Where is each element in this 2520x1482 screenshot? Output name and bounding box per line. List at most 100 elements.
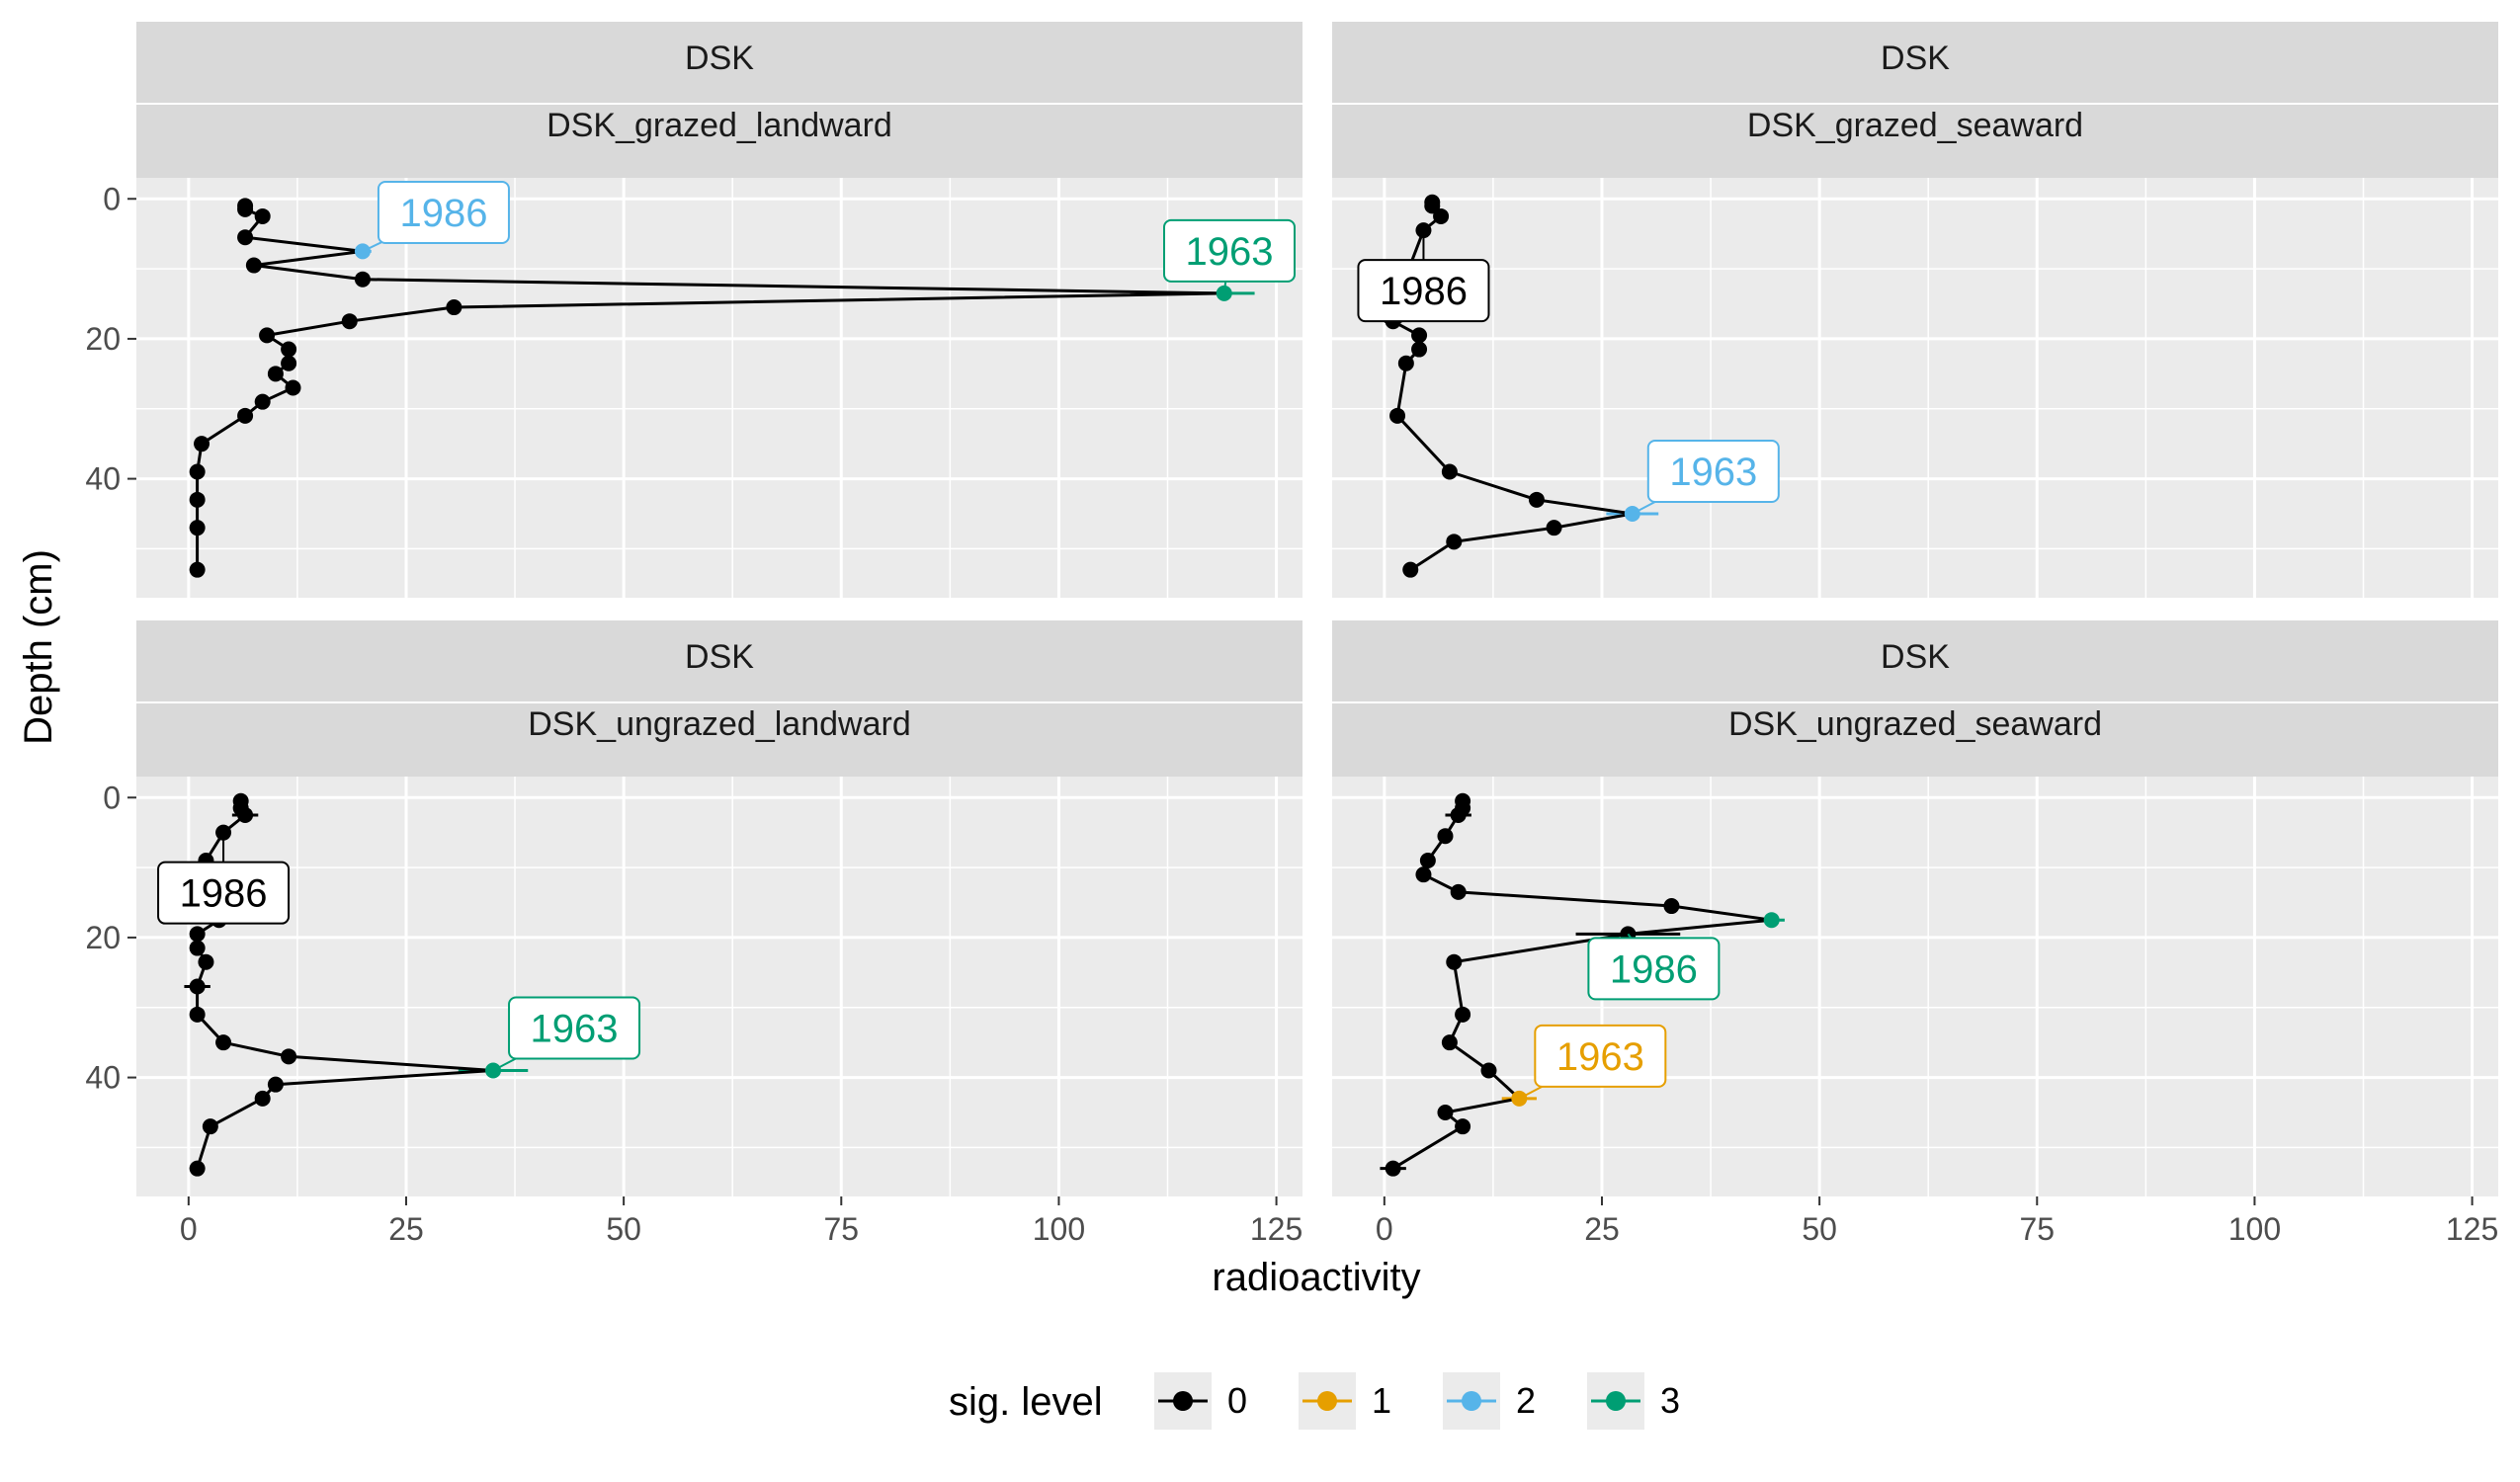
data-point	[254, 393, 271, 410]
panel-background	[136, 777, 1302, 1196]
legend-key-2: 2	[1443, 1372, 1536, 1430]
x-tick-label: 25	[388, 1211, 424, 1247]
data-point	[198, 953, 214, 970]
year-label-text: 1963	[1556, 1035, 1644, 1079]
y-tick-label: 20	[85, 920, 121, 955]
data-point	[267, 1076, 284, 1093]
x-axis-title: radioactivity	[1212, 1256, 1420, 1299]
data-point	[281, 355, 297, 371]
data-point	[1411, 341, 1428, 358]
strip-label-top: DSK	[1881, 40, 1950, 77]
y-tick-label: 0	[103, 780, 121, 815]
data-point	[1402, 561, 1419, 578]
profile-line	[196, 206, 1226, 570]
data-point	[189, 926, 206, 943]
year-label-text: 1986	[1380, 270, 1468, 313]
data-point	[189, 491, 206, 508]
panel-background	[136, 178, 1302, 598]
legend-key-1: 1	[1299, 1372, 1391, 1430]
data-point	[1455, 1118, 1471, 1135]
data-point	[189, 463, 206, 480]
data-point	[1450, 883, 1467, 900]
year-label-box	[1587, 937, 1721, 1001]
data-point	[1397, 355, 1414, 371]
data-point	[1437, 1105, 1454, 1120]
strip-label-top: DSK	[685, 638, 754, 676]
year-label-box	[508, 996, 641, 1060]
strip-background	[136, 620, 1302, 777]
data-point	[1441, 1034, 1458, 1051]
year-label-text: 1986	[180, 872, 268, 916]
x-tick-label: 50	[1802, 1211, 1837, 1247]
data-point	[1446, 953, 1463, 970]
year-label-text: 1963	[1186, 230, 1274, 274]
data-point	[237, 229, 254, 246]
data-point	[189, 561, 206, 578]
strip-label-bottom: DSK_grazed_landward	[546, 107, 892, 144]
x-tick-label: 125	[1250, 1211, 1302, 1247]
x-tick-label: 75	[2019, 1211, 2055, 1247]
legend: sig. level 0 1 2 3	[949, 1372, 1680, 1430]
legend-key-label: 3	[1660, 1380, 1680, 1421]
y-tick-label: 0	[103, 181, 121, 216]
year-label-box	[377, 181, 510, 244]
strip-label-bottom: DSK_ungrazed_landward	[528, 705, 910, 743]
data-point	[189, 1006, 206, 1023]
data-point	[189, 940, 206, 956]
data-point	[245, 257, 262, 274]
strip-label-bottom: DSK_grazed_seaward	[1747, 107, 2083, 144]
legend-key-0: 0	[1154, 1372, 1247, 1430]
data-point	[202, 1118, 218, 1135]
y-axis-title: Depth (cm)	[17, 549, 60, 745]
legend-key-label: 0	[1227, 1380, 1247, 1421]
data-point	[1389, 407, 1406, 424]
panel-DSK_ungrazed_seaward: DSK DSK_ungrazed_seaward 0 25 50 75 100 125 1986…	[1332, 620, 2498, 1247]
legend-key-label: 1	[1372, 1380, 1391, 1421]
strip-label-top: DSK	[1881, 638, 1950, 676]
data-point	[189, 978, 206, 995]
data-point	[1411, 327, 1428, 344]
panels: DSKDSK_grazed_landward0204019861963DSKDS…	[85, 22, 2498, 1247]
strip-label-top: DSK	[685, 40, 754, 77]
year-label-box	[1163, 218, 1296, 283]
panel-DSK_ungrazed_landward: DSK DSK_ungrazed_landward 0 20 40 0 25 50 75 100 1…	[85, 620, 1302, 1247]
data-point	[1419, 853, 1436, 868]
x-tick-label: 50	[606, 1211, 641, 1247]
year-label-text: 1963	[1669, 451, 1757, 494]
legend-title: sig. level	[949, 1380, 1103, 1424]
data-point	[1415, 866, 1432, 883]
x-tick-label: 75	[823, 1211, 859, 1247]
data-point	[341, 313, 358, 330]
data-point	[237, 407, 254, 424]
data-point	[1437, 828, 1454, 845]
legend-key-point	[1462, 1391, 1481, 1411]
data-point	[189, 520, 206, 536]
x-tick-label: 125	[2446, 1211, 2498, 1247]
data-point	[254, 1090, 271, 1107]
strip-label-bottom: DSK_ungrazed_seaward	[1728, 705, 2102, 743]
year-label-box	[1534, 1024, 1667, 1088]
data-point	[1528, 491, 1545, 508]
data-point	[1480, 1062, 1497, 1079]
data-point	[281, 1048, 297, 1065]
data-point	[259, 327, 276, 344]
data-point	[285, 379, 301, 396]
data-point	[237, 201, 254, 217]
x-tick-label: 0	[1376, 1211, 1393, 1247]
year-label-box	[157, 861, 291, 925]
year-label-text: 1986	[1610, 947, 1698, 991]
y-tick-label: 20	[85, 321, 121, 357]
strip-background	[1332, 620, 2498, 777]
data-point	[1663, 898, 1680, 915]
year-label-box	[1646, 440, 1780, 503]
y-tick-label: 40	[85, 461, 121, 497]
year-label-text: 1963	[531, 1008, 619, 1051]
legend-key-label: 2	[1516, 1380, 1536, 1421]
legend-key-point	[1317, 1391, 1337, 1411]
x-tick-label: 0	[180, 1211, 198, 1247]
data-point	[446, 299, 462, 316]
year-label-text: 1986	[399, 192, 487, 235]
data-point	[1385, 1160, 1401, 1177]
panel-DSK_grazed_seaward: DSK DSK_grazed_seaward 1986 1963	[1332, 22, 2498, 598]
